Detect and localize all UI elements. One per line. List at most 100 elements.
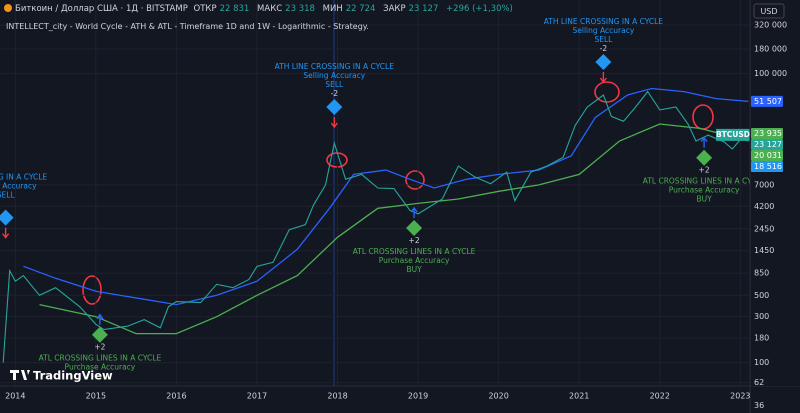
crossing-circle [692,104,714,130]
y-tick-label: 850 [754,269,769,278]
y-tick-label: 1450 [754,246,774,255]
price-tag [751,95,783,107]
signal-text: ATL CROSSING LINES IN A CYCLE [643,177,766,186]
signal-arrow [700,136,708,148]
price-change: +296 (+1,30%) [446,4,513,14]
annotation: +2 ATL CROSSING LINES IN A CYCLEPurchase … [39,313,162,372]
crossing-circles [82,81,714,305]
signal-text: ATL CROSSING LINES IN A CYCLE [39,354,162,363]
price-tag-label: 18 516 [754,162,782,171]
logo-icon [10,370,30,380]
price-tag-label: 23 127 [754,140,782,149]
y-tick-label: 2450 [754,224,774,233]
y-tick-label: 36 [754,401,764,410]
signal-arrow [2,227,10,239]
signal-score: +2 [94,343,105,352]
signal-text: SELL [325,80,344,89]
signal-text: BUY [406,265,422,274]
signal-arrow [599,72,607,84]
crossing-circle [82,275,102,305]
signal-text: Selling Accuracy [303,71,365,80]
y-tick-label: 100 [754,358,769,367]
signal-score: -2 [331,89,339,98]
ohlc-value: 22 831 [219,4,250,14]
layout [82,0,714,386]
signal-arrow [410,206,418,218]
x-tick-label: 2021 [569,392,589,401]
y-tick-label: 7000 [754,180,774,189]
price-tag-label: 20 031 [754,151,782,160]
ohlc-value: 23 127 [408,4,439,14]
signal-text: ATH LINE CROSSING IN A CYCLE [275,62,395,71]
currency: USD [760,7,777,16]
crossing-circle [594,81,620,103]
signal-score: +2 [409,236,420,245]
signal-text: ATL CROSSING LINES IN A CYCLE [353,247,476,256]
x-tick-label: 2015 [86,392,106,401]
signal-text: CROSSING IN A CYCLE [0,173,47,182]
y-tick-label: 4200 [754,202,774,211]
symbol-tag [716,128,750,141]
price-tag-label: 23 935 [754,129,782,138]
price-tag [751,149,783,161]
signal-text: Selling Accuracy [573,26,635,35]
x-tick-label: 2022 [650,392,670,401]
x-tick-label: 2017 [247,392,267,401]
signal-score: -2 [600,44,608,53]
x-tick-label: 2014 [5,392,25,401]
signal-arrow [330,117,338,129]
y-tick-label: 300 [754,312,769,321]
price-tag-label: 51 507 [754,97,782,106]
annotation: +2 ATL CROSSING LINES IN A CYCLEPurchase … [643,136,766,204]
currency-box [753,3,785,19]
x-axis [0,386,800,413]
x-tick-label: 2019 [408,392,428,401]
y-tick-label: 500 [754,291,769,300]
ohlc-label: ЗАКР [383,4,406,14]
symbol-tag-label: BTCUSD [716,130,750,139]
price-tag [751,127,783,139]
x-tick-label: 2016 [166,392,186,401]
signal-text: Purchase Accuracy [65,363,136,372]
signal-diamond [696,149,713,166]
signal-text: SELL [0,191,15,200]
y-tick-label: 320 000 [754,20,787,29]
signal-text: Purchase Accuracy [669,186,740,195]
logo: TradingView [33,369,113,383]
y-tick-label: 100 000 [754,69,787,78]
signal-diamond [91,326,108,343]
series-line [39,123,749,335]
series-line [23,87,749,306]
signal-arrow [96,313,104,325]
y-tick-label: 62 [754,378,764,387]
coin-icon [4,4,12,12]
symbol: Биткоин / Доллар США · 1Д · BITSTAMP [15,4,188,14]
ohlc-label: МИН [322,4,343,14]
y-tick-label: 180 000 [754,45,787,54]
ohlc-value: 22 724 [345,4,376,14]
x-tick-label: 2023 [730,392,750,401]
ohlc-label: ОТКР [193,4,217,14]
symbol-header: Биткоин / Доллар США · 1Д · BITSTAMP ОТК… [4,4,518,14]
signal-diamond [326,99,343,116]
signal-text: SELL [594,35,613,44]
signal-score: +2 [699,166,710,175]
signal-text: BUY [696,195,712,204]
signal-diamond [0,209,14,226]
crossing-circle [405,170,425,190]
ohlc-value: 23 318 [285,4,315,14]
signal-text: Selling Accuracy [0,182,37,191]
y-axis [750,0,800,386]
annotation: +2 ATL CROSSING LINES IN A CYCLEPurchase … [353,206,476,274]
signal-text: ATH LINE CROSSING IN A CYCLE [544,17,664,26]
x-tick-label: 2020 [488,392,508,401]
signal-text: Purchase Accuracy [379,256,450,265]
ohlc-label: МАКС [257,4,283,14]
signal-diamond [595,54,612,71]
y-tick-label: 180 [754,334,769,343]
